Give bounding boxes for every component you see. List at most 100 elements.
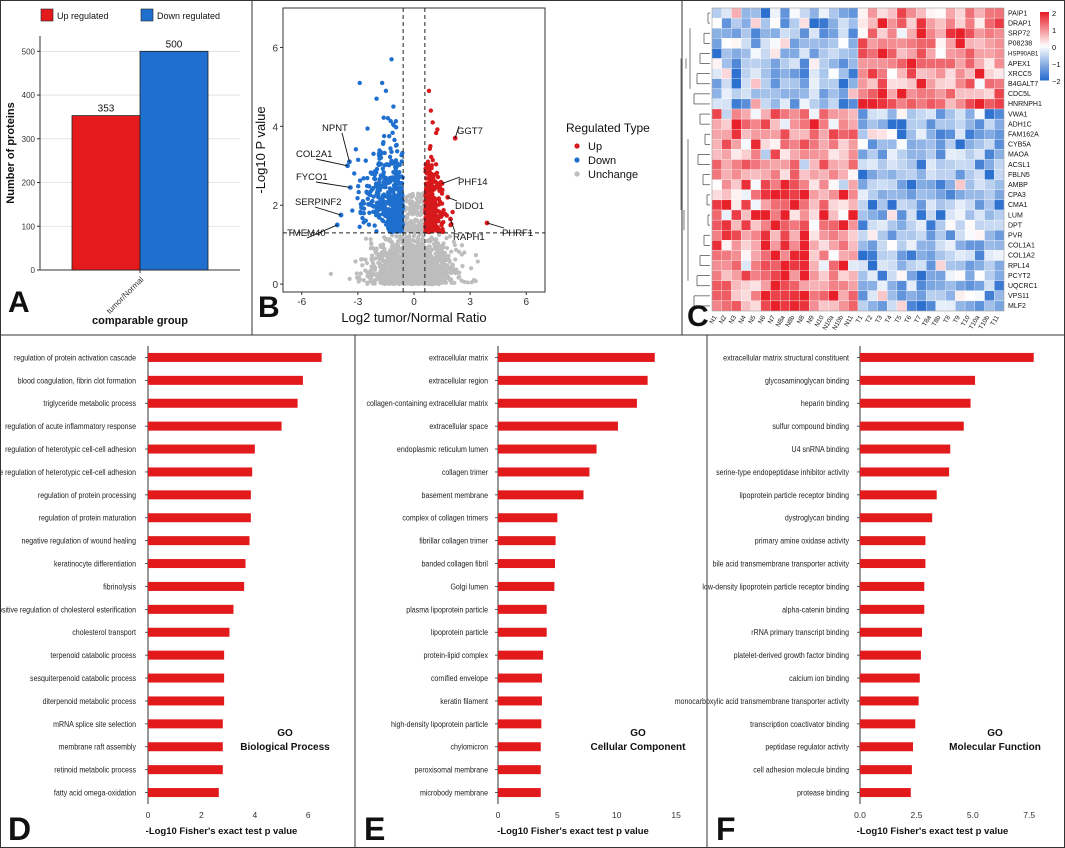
heatmap-cell: [711, 300, 722, 312]
heatmap-cell: [945, 280, 956, 291]
heatmap-cell: [916, 17, 927, 29]
unchange-point: [441, 241, 446, 246]
heatmap-cell: [721, 250, 732, 261]
heatmap-cell: [945, 169, 956, 180]
heatmap-cell: [741, 230, 752, 241]
panel-e-bar: [498, 467, 590, 477]
unchange-point: [369, 267, 374, 273]
panel-e-bar: [498, 559, 555, 569]
heatmap-cell: [848, 78, 859, 89]
heatmap-cell: [857, 240, 868, 251]
down-point: [377, 156, 382, 161]
heatmap-cell: [799, 108, 810, 120]
heatmap-cell: [741, 189, 752, 201]
panel-d-x-tick-label: 2: [199, 810, 204, 820]
heatmap-cell: [760, 189, 771, 201]
heatmap-cell: [741, 270, 752, 281]
heatmap-cell: [916, 159, 927, 170]
unchange-point: [369, 253, 375, 258]
heatmap-cell: [945, 68, 956, 79]
up-point: [434, 170, 440, 176]
unchange-point: [459, 243, 465, 248]
heatmap-cell: [994, 129, 1005, 140]
panel-e-bar: [498, 375, 648, 385]
colorbar-segment: [1040, 60, 1049, 63]
heatmap-cell: [925, 48, 937, 59]
down-point: [368, 202, 374, 208]
heatmap-cell: [896, 209, 907, 221]
panel-f-category-label: heparin binding: [801, 399, 849, 409]
heatmap-cell: [994, 78, 1005, 89]
heatmap-cell: [877, 270, 888, 281]
panel-f-bar: [860, 536, 926, 546]
heatmap-cell: [789, 219, 800, 231]
heatmap-cell: [828, 199, 839, 211]
heatmap-cell: [818, 108, 829, 120]
unchange-point: [431, 269, 436, 274]
heatmap-cell: [935, 68, 946, 79]
heatmap-row-label: RPL14: [1008, 263, 1030, 270]
heatmap-cell: [867, 108, 878, 120]
heatmap-cell: [711, 98, 722, 110]
heatmap-cell: [964, 159, 975, 170]
heatmap-cell: [857, 280, 868, 291]
heatmap-cell: [770, 169, 781, 180]
heatmap-cell: [711, 78, 722, 89]
heatmap-cell: [809, 260, 820, 271]
up-point: [437, 188, 442, 193]
unchange-point: [443, 271, 448, 276]
heatmap-cell: [867, 58, 878, 69]
heatmap-cell: [828, 209, 839, 221]
panel-d-x-tick-label: 6: [306, 810, 311, 820]
panel-letter-f: F: [716, 811, 736, 847]
heatmap-cell: [974, 38, 985, 49]
panel-e-bar: [498, 421, 618, 431]
heatmap-cell: [848, 219, 859, 231]
heatmap-cell: [789, 149, 800, 160]
heatmap-cell: [770, 98, 781, 110]
heatmap-row-label: ADH1C: [1008, 121, 1032, 128]
heatmap-cell: [906, 300, 917, 312]
point-label: DIDO1: [455, 201, 484, 212]
panel-d-category-label: regulation of protein maturation: [39, 513, 136, 523]
heatmap-cell: [818, 88, 829, 100]
heatmap-cell: [741, 118, 752, 130]
colorbar-segment: [1040, 20, 1049, 23]
panel-d-bar: [148, 398, 298, 408]
heatmap-cell: [925, 219, 937, 231]
heatmap-cell: [906, 98, 917, 110]
down-point: [357, 80, 362, 86]
heatmap-cell: [867, 139, 878, 150]
heatmap-cell: [984, 68, 995, 79]
heatmap-cell: [877, 129, 888, 140]
down-point: [366, 222, 372, 227]
heatmap-cell: [779, 209, 791, 221]
down-point: [376, 194, 381, 200]
down-point: [400, 222, 405, 227]
heatmap-cell: [711, 280, 722, 291]
up-point: [433, 162, 439, 167]
unchange-point: [390, 276, 395, 282]
heatmap-row-label: CDC5L: [1008, 91, 1031, 98]
heatmap-col-label: T2: [864, 314, 874, 324]
heatmap-cell: [721, 159, 732, 170]
down-point: [365, 175, 370, 181]
heatmap-cell: [887, 17, 898, 29]
colorbar-segment: [1040, 70, 1049, 73]
unchange-point: [388, 253, 394, 258]
heatmap-cell: [818, 58, 829, 69]
down-point: [357, 224, 362, 230]
heatmap-cell: [799, 250, 810, 261]
heatmap-cell: [741, 88, 752, 100]
heatmap-cell: [867, 48, 878, 59]
heatmap-cell: [955, 189, 966, 201]
unchange-point: [432, 278, 438, 284]
heatmap-cell: [984, 240, 995, 251]
heatmap-cell: [770, 149, 781, 160]
panel-f-bar: [860, 788, 911, 798]
heatmap-cell: [770, 300, 781, 312]
unchange-point: [408, 252, 414, 257]
unchange-point: [393, 248, 398, 253]
heatmap-cell: [964, 17, 975, 29]
up-point: [428, 198, 434, 204]
